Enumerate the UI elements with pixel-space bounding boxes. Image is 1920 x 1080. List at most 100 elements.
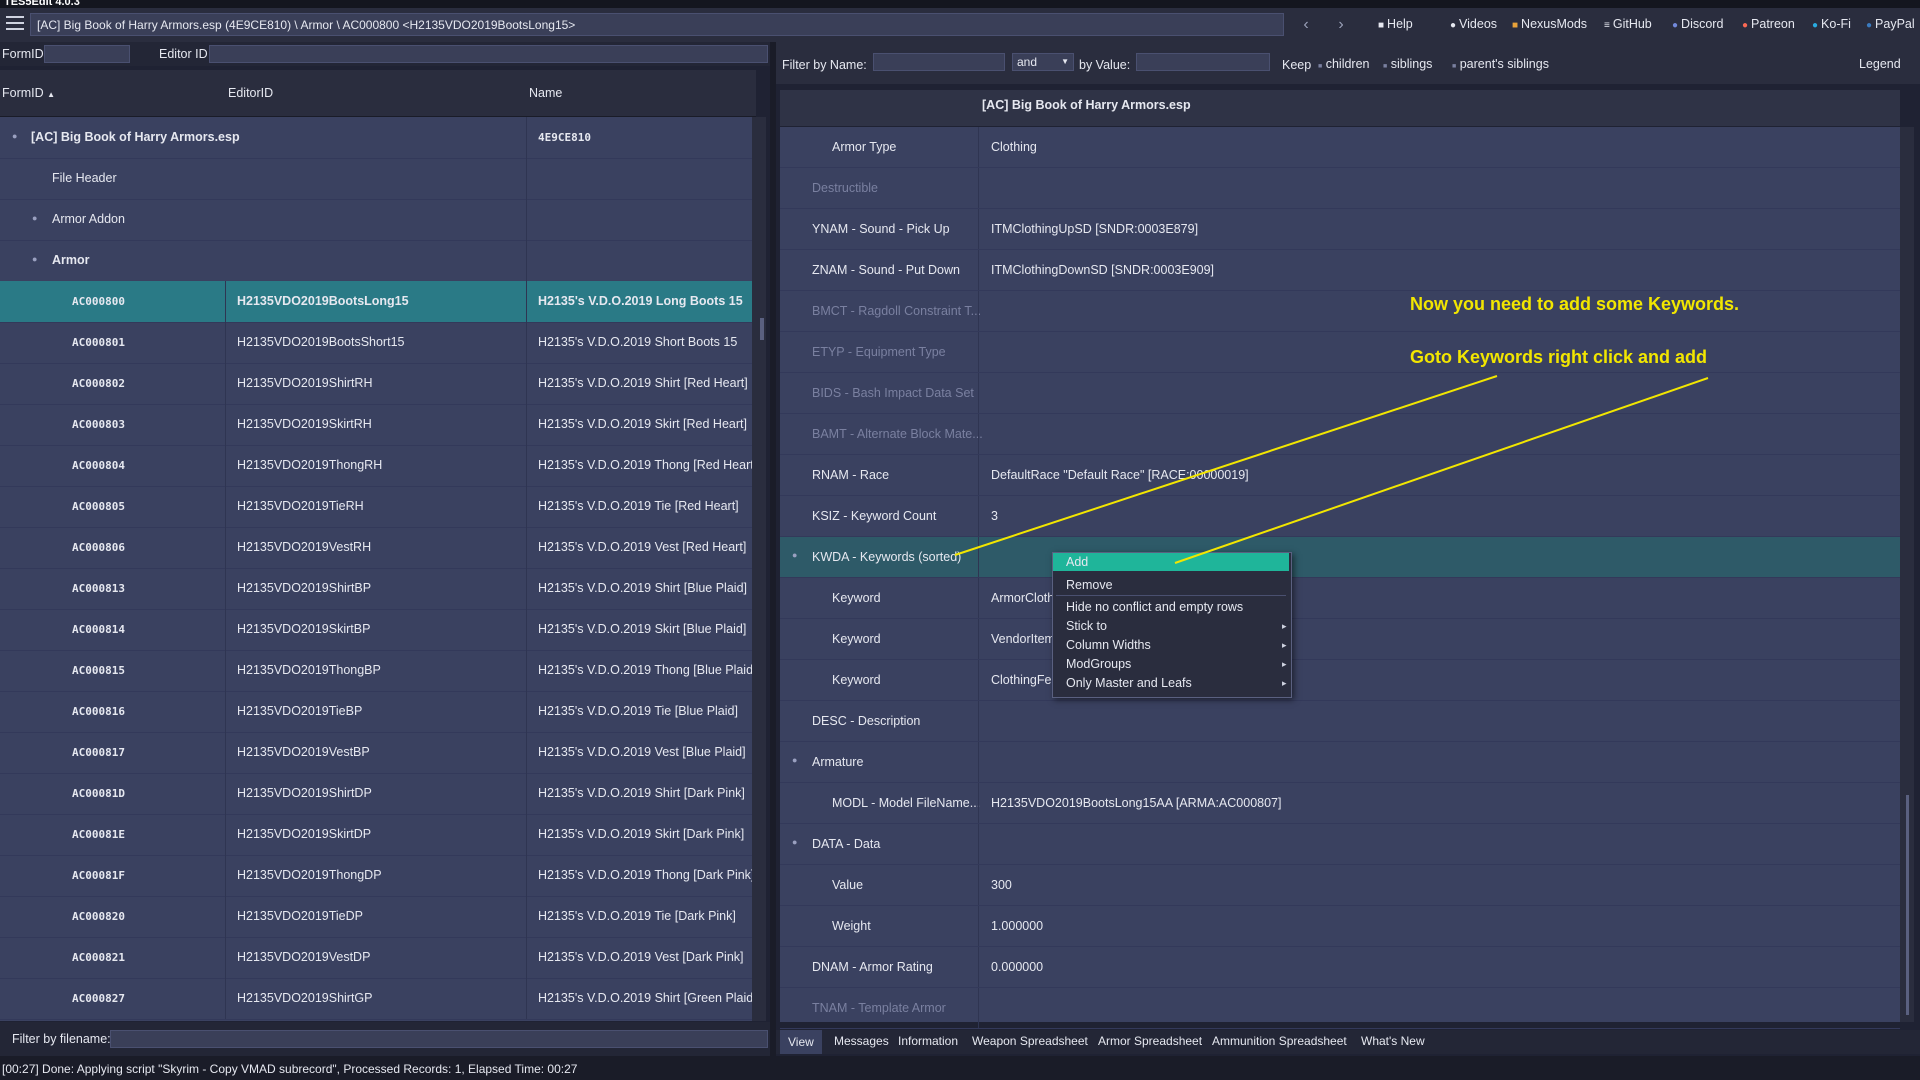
column-editorid[interactable]: EditorID — [228, 86, 274, 100]
record-field-row[interactable]: DESC - Description — [780, 701, 1900, 742]
tree-node-armor-addon[interactable]: ● Armor Addon — [0, 199, 752, 241]
row-name: H2135's V.D.O.2019 Long Boots 15 — [538, 294, 743, 308]
table-row[interactable]: AC000813 H2135VDO2019ShirtBP H2135's V.D.O… — [0, 568, 752, 610]
menu-item-remove[interactable]: Remove — [1066, 578, 1113, 592]
menu-item-column-widths[interactable]: Column Widths — [1066, 638, 1151, 652]
record-field-row[interactable]: KSIZ - Keyword Count 3 — [780, 496, 1900, 537]
tree-expand-icon[interactable]: ● — [32, 213, 38, 223]
tree-expand-icon[interactable]: ● — [792, 837, 798, 847]
record-field-row[interactable]: Value 300 — [780, 865, 1900, 906]
tab-weapon-spreadsheet[interactable]: Weapon Spreadsheet — [972, 1034, 1088, 1048]
record-field-row[interactable]: ● DATA - Data — [780, 824, 1900, 865]
table-row[interactable]: AC000821 H2135VDO2019VestDP H2135's V.D.O.… — [0, 937, 752, 979]
github-link[interactable]: ≡ GitHub — [1604, 17, 1652, 31]
tree-node-plugin[interactable]: ● [AC] Big Book of Harry Armors.esp 4E9C… — [0, 117, 752, 159]
keep-children-checkbox[interactable]: ■ children — [1318, 57, 1370, 71]
table-row[interactable]: AC000817 H2135VDO2019VestBP H2135's V.D.O.… — [0, 732, 752, 774]
forward-arrow-icon[interactable]: › — [1338, 16, 1344, 33]
record-field-row[interactable]: Destructible — [780, 168, 1900, 209]
tab-ammunition-spreadsheet[interactable]: Ammunition Spreadsheet — [1212, 1034, 1347, 1048]
kofi-link[interactable]: ● Ko-Fi — [1812, 17, 1851, 31]
table-row[interactable]: AC000827 H2135VDO2019ShirtGP H2135's V.D.O… — [0, 978, 757, 1020]
table-row[interactable]: AC000814 H2135VDO2019SkirtBP H2135's V.D.O… — [0, 609, 752, 651]
keep-siblings-checkbox[interactable]: ■ siblings — [1383, 57, 1433, 71]
table-row[interactable]: AC000803 H2135VDO2019SkirtRH H2135's V.D.O… — [0, 404, 752, 446]
tree-expand-icon[interactable]: ● — [12, 131, 18, 141]
table-row[interactable]: AC000801 H2135VDO2019BootsShort15 H2135's … — [0, 322, 752, 364]
left-scrollbar[interactable] — [752, 117, 766, 1021]
row-name: H2135's V.D.O.2019 Vest [Blue Plaid] — [538, 745, 746, 759]
tree-node-armor[interactable]: ● Armor — [0, 240, 752, 282]
paypal-link[interactable]: ● PayPal — [1866, 17, 1915, 31]
left-scrollbar-thumb[interactable] — [760, 318, 764, 340]
record-field-row[interactable]: MODL - Model FileName... H2135VDO2019Boot… — [780, 783, 1900, 824]
hamburger-menu-icon[interactable] — [6, 16, 24, 30]
field-name: TNAM - Template Armor — [812, 1001, 946, 1015]
help-link[interactable]: ■ Help — [1378, 17, 1413, 31]
record-field-row[interactable]: ZNAM - Sound - Put Down ITMClothingDownSD… — [780, 250, 1900, 291]
tree-expand-icon[interactable]: ● — [792, 550, 798, 560]
menu-item-modgroups[interactable]: ModGroups — [1066, 657, 1132, 671]
menu-item-stick-to[interactable]: Stick to — [1066, 619, 1107, 633]
table-row[interactable]: AC000806 H2135VDO2019VestRH H2135's V.D.O.… — [0, 527, 752, 569]
record-field-row[interactable]: Weight 1.000000 — [780, 906, 1900, 947]
table-row[interactable]: AC000804 H2135VDO2019ThongRH H2135's V.D.O… — [0, 445, 757, 487]
editorid-filter-input[interactable] — [209, 45, 768, 63]
menu-item-hide-no-conflict[interactable]: Hide no conflict and empty rows — [1066, 600, 1244, 614]
record-field-row[interactable]: BMCT - Ragdoll Constraint T... — [780, 291, 1900, 332]
menu-item-only-master-and-leafs[interactable]: Only Master and Leafs — [1066, 676, 1192, 690]
legend-button[interactable]: Legend — [1859, 57, 1901, 71]
patreon-link[interactable]: ● Patreon — [1742, 17, 1795, 31]
filename-filter-input[interactable] — [110, 1030, 768, 1048]
table-row[interactable]: AC00081E H2135VDO2019SkirtDP H2135's V.D.O… — [0, 814, 752, 856]
table-row[interactable]: AC000802 H2135VDO2019ShirtRH H2135's V.D.O… — [0, 363, 752, 405]
discord-link[interactable]: ● Discord — [1672, 17, 1724, 31]
record-field-row[interactable]: Keyword ArmorCloth — [780, 578, 1900, 619]
record-field-row[interactable]: YNAM - Sound - Pick Up ITMClothingUpSD [S… — [780, 209, 1900, 250]
tab-information[interactable]: Information — [898, 1034, 959, 1048]
videos-link[interactable]: ● Videos — [1450, 17, 1498, 31]
and-or-select[interactable]: and ▼ — [1012, 53, 1074, 71]
record-field-row[interactable]: ● Armature — [780, 742, 1900, 783]
record-field-row[interactable]: RNAM - Race DefaultRace "Default Race" [R… — [780, 455, 1900, 496]
filter-by-value-input[interactable] — [1136, 53, 1270, 71]
tree-node-file-header[interactable]: File Header — [0, 158, 752, 200]
right-scrollbar-thumb[interactable] — [1906, 795, 1909, 1015]
panel-splitter[interactable] — [770, 42, 776, 1056]
tab-messages[interactable]: Messages — [834, 1034, 889, 1048]
record-field-row[interactable]: TNAM - Template Armor — [780, 988, 1900, 1029]
menu-item-add[interactable]: Add — [1066, 555, 1089, 569]
table-row[interactable]: AC000820 H2135VDO2019TieDP H2135's V.D.O.2… — [0, 896, 752, 938]
record-field-row[interactable]: BAMT - Alternate Block Mate... — [780, 414, 1900, 455]
tree-expand-icon[interactable]: ● — [792, 755, 798, 765]
formid-filter-input[interactable] — [44, 45, 130, 63]
table-row[interactable]: AC000805 H2135VDO2019TieRH H2135's V.D.O.2… — [0, 486, 752, 528]
record-field-row[interactable]: ● KWDA - Keywords (sorted) — [780, 537, 1900, 578]
keep-parents-siblings-checkbox[interactable]: ■ parent's siblings — [1452, 57, 1549, 71]
table-row[interactable]: AC000815 H2135VDO2019ThongBP H2135's V.D.O… — [0, 650, 757, 692]
field-name: BMCT - Ragdoll Constraint T... — [812, 304, 982, 318]
record-field-row[interactable]: Keyword ClothingFee — [780, 660, 1900, 701]
column-name[interactable]: Name — [529, 86, 563, 100]
record-field-row[interactable]: Keyword VendorItem — [780, 619, 1900, 660]
tab-armor-spreadsheet[interactable]: Armor Spreadsheet — [1098, 1034, 1203, 1048]
nexusmods-link[interactable]: ■ NexusMods — [1512, 17, 1588, 31]
record-field-row[interactable]: DNAM - Armor Rating 0.000000 — [780, 947, 1900, 988]
table-row[interactable]: AC00081F H2135VDO2019ThongDP H2135's V.D.O… — [0, 855, 754, 897]
tab-view[interactable]: View — [780, 1030, 822, 1054]
row-formid: AC000817 — [72, 746, 125, 759]
table-row[interactable]: AC00081D H2135VDO2019ShirtDP H2135's V.D.O… — [0, 773, 752, 815]
record-field-row[interactable]: ETYP - Equipment Type — [780, 332, 1900, 373]
column-formid[interactable]: FormID ▲ — [2, 86, 56, 100]
filter-by-name-input[interactable] — [873, 53, 1005, 71]
table-row[interactable]: AC000800 H2135VDO2019BootsLong15 H2135's V… — [0, 281, 752, 323]
record-field-row[interactable]: Armor Type Clothing — [780, 127, 1900, 168]
table-row[interactable]: AC000816 H2135VDO2019TieBP H2135's V.D.O.2… — [0, 691, 752, 733]
tree-expand-icon[interactable]: ● — [32, 254, 38, 264]
back-arrow-icon[interactable]: ‹ — [1303, 16, 1309, 33]
row-name: H2135's V.D.O.2019 Tie [Red Heart] — [538, 499, 739, 513]
right-scrollbar[interactable] — [1900, 127, 1914, 1022]
tab-whats-new[interactable]: What's New — [1361, 1034, 1425, 1048]
record-path-field[interactable]: [AC] Big Book of Harry Armors.esp (4E9CE… — [30, 13, 1284, 36]
record-field-row[interactable]: BIDS - Bash Impact Data Set — [780, 373, 1900, 414]
